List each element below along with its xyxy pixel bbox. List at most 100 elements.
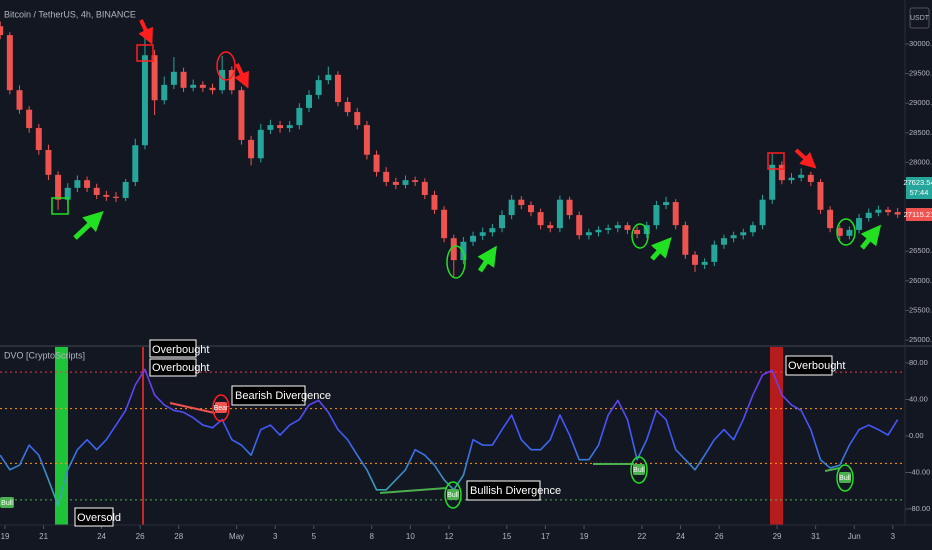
candle-body — [711, 244, 718, 262]
candle-body — [334, 74, 341, 103]
candle-body — [865, 212, 872, 219]
bull-label: Bull — [1, 500, 13, 507]
candle-body — [286, 125, 293, 129]
candle-body — [885, 209, 892, 213]
oversold-zone — [55, 347, 68, 525]
candle-body — [508, 199, 515, 216]
candle-body — [421, 181, 428, 195]
x-tick-label: 29 — [773, 532, 782, 541]
candle-body — [624, 225, 631, 230]
candle-body — [817, 181, 824, 210]
bull-tag — [0, 497, 14, 508]
annotation-box — [785, 355, 833, 376]
bottom-circle — [836, 218, 856, 246]
candle-body — [64, 187, 71, 200]
x-tick-label: 15 — [502, 532, 511, 541]
x-tick-label: 12 — [444, 532, 453, 541]
x-tick-label: 19 — [1, 532, 10, 541]
arrow — [650, 237, 672, 261]
x-tick-label: 26 — [715, 532, 724, 541]
candle-body — [585, 232, 592, 236]
candle-body — [798, 174, 805, 178]
candle-body — [0, 26, 4, 36]
candle-body — [74, 180, 81, 188]
bear-label: Bear — [214, 405, 229, 412]
annotation: Bullish Divergence — [470, 485, 561, 497]
price-line-box — [906, 208, 932, 221]
bull-tag — [633, 464, 645, 475]
x-tick-label: 17 — [541, 532, 550, 541]
candle-body — [180, 71, 187, 88]
annotation: Overbought — [152, 362, 209, 374]
overbought-zone — [770, 347, 783, 525]
candle-body — [84, 180, 91, 188]
candle-body — [634, 229, 641, 235]
bull-label: Bull — [633, 467, 645, 474]
candle-body — [16, 90, 23, 110]
candle-body — [856, 218, 863, 230]
top-circle — [216, 51, 236, 81]
x-tick-label: 31 — [811, 532, 820, 541]
divergence-line — [169, 402, 216, 414]
y-tick-label: 29500.00 — [909, 69, 932, 78]
candle-body — [653, 205, 660, 226]
candle-body — [26, 109, 33, 129]
annotation-layer: Bitcoin / TetherUS, 4h, BINANCE DVO [Cry… — [0, 0, 932, 527]
y-tick-label: 80.00 — [909, 358, 928, 367]
bull-label: Bull — [839, 475, 851, 482]
y-tick-label: -80.00 — [909, 504, 930, 513]
candle-body — [141, 55, 148, 146]
y-tick-label: 29000.00 — [909, 98, 932, 107]
currency-box[interactable] — [909, 7, 930, 29]
candle-body — [344, 102, 351, 113]
candle-body — [248, 139, 255, 159]
x-tick-label: 24 — [97, 532, 106, 541]
candle-body — [238, 90, 245, 140]
x-tick-label: 8 — [370, 532, 375, 541]
candle-body — [489, 228, 496, 233]
candle-body — [749, 225, 756, 233]
candle-body — [122, 181, 129, 198]
candle-body — [614, 225, 621, 229]
candle-body — [556, 199, 563, 229]
candle-body — [460, 241, 467, 261]
bull-tag — [447, 489, 459, 500]
top-box — [136, 44, 154, 62]
candle-body — [431, 194, 438, 210]
candle-body — [788, 177, 795, 181]
candle-body — [730, 235, 737, 239]
top-box — [767, 152, 785, 170]
candle-body — [151, 55, 158, 101]
arrow — [234, 63, 249, 89]
candle-body — [35, 128, 42, 150]
candle-body — [325, 74, 332, 81]
currency: USDT — [910, 15, 930, 22]
candle-body — [257, 129, 264, 159]
candle-body — [306, 94, 312, 108]
x-tick-label: 10 — [406, 532, 415, 541]
candle-body — [170, 71, 177, 85]
annotation-box — [466, 480, 541, 501]
candle-body — [518, 199, 525, 206]
candle-body — [296, 107, 303, 126]
price-line-label: 27115.21 — [904, 210, 932, 219]
candle-body — [875, 209, 882, 213]
arrow — [794, 148, 817, 169]
candle-body — [663, 202, 670, 206]
bull-circle — [836, 464, 854, 492]
annotation-box — [231, 385, 306, 406]
bear-tag — [215, 402, 227, 413]
bottom-circle — [446, 245, 466, 279]
x-tick-label: 21 — [39, 532, 48, 541]
candle-body — [441, 209, 448, 239]
marks-layer: 30000.00 29500.00 29000.00 28500.00 28000.00… — [0, 21, 932, 541]
y-tick-label: 0.00 — [909, 431, 924, 440]
candle-body — [277, 125, 284, 129]
bull-circle — [630, 456, 648, 484]
x-tick-label: Jun — [848, 532, 861, 541]
y-tick-label: 26000.00 — [909, 276, 932, 285]
candle-body — [412, 180, 419, 182]
annotation: Bearish Divergence — [235, 390, 331, 402]
indicator-title: DVO [CryptoScripts] — [4, 350, 85, 360]
